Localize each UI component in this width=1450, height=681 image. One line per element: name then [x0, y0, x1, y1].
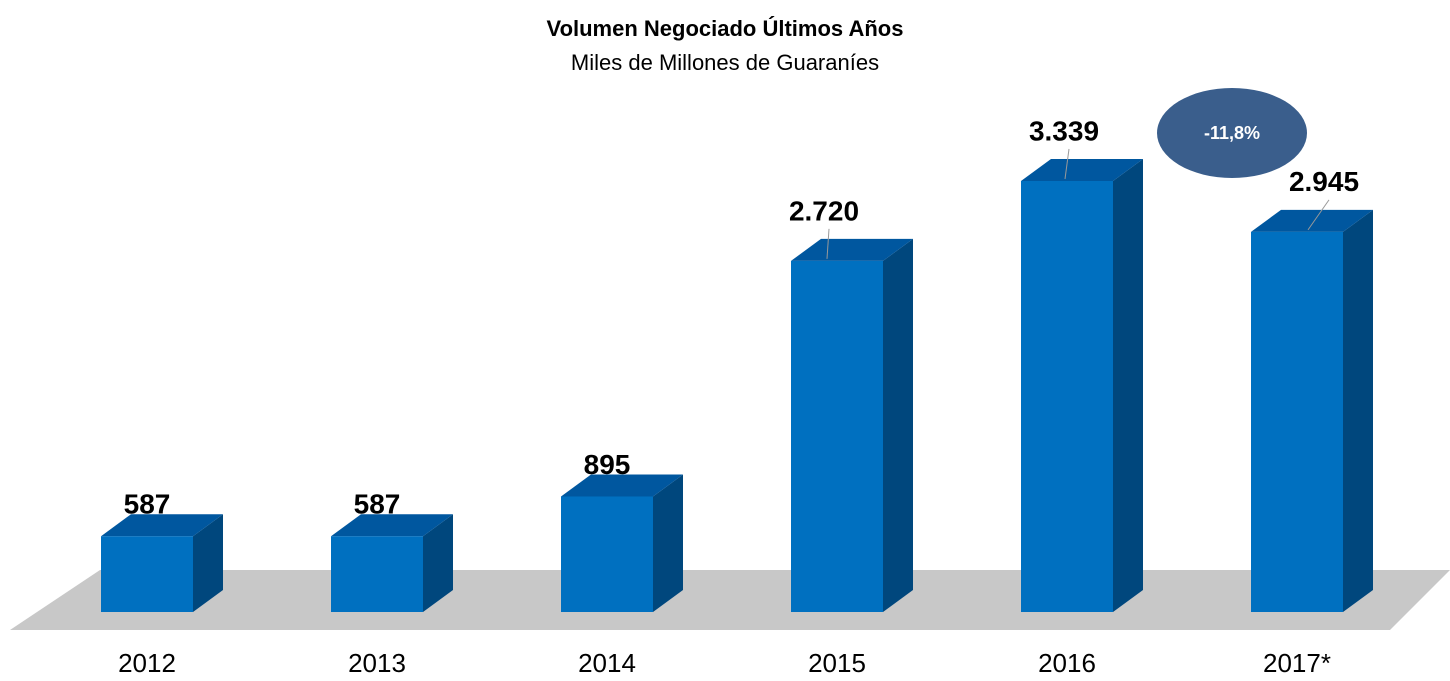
change-badge — [1157, 88, 1307, 178]
leader-line — [1307, 199, 1330, 231]
bar — [331, 536, 423, 612]
x-tick-label: 2015 — [808, 648, 866, 678]
leader-line — [1064, 148, 1070, 180]
data-label: 3.339 — [1029, 115, 1099, 146]
bar-top — [1251, 209, 1373, 232]
bar-side — [1343, 209, 1373, 613]
data-label: 587 — [124, 489, 171, 520]
x-tick-label: 2017* — [1263, 648, 1331, 678]
bar-side — [193, 514, 223, 612]
bar-top — [331, 514, 453, 537]
bar — [1251, 231, 1343, 613]
bar — [791, 260, 883, 612]
bar — [561, 496, 653, 612]
bar-side — [653, 474, 683, 612]
x-tick-label: 2016 — [1038, 648, 1096, 678]
floor — [10, 570, 1450, 630]
bar-top — [561, 474, 683, 497]
leader-line — [826, 228, 830, 259]
data-label: 895 — [584, 449, 631, 480]
bar-top — [101, 514, 223, 537]
bar-side — [883, 238, 913, 612]
data-label: 587 — [354, 489, 401, 520]
x-tick-label: 2013 — [348, 648, 406, 678]
bar-side — [1113, 159, 1143, 612]
bar — [101, 536, 193, 612]
bar-top — [1021, 159, 1143, 181]
chart-subtitle: Miles de Millones de Guaraníes — [571, 50, 879, 75]
data-label: 2.720 — [789, 195, 859, 226]
annotation: -11,8% — [1204, 123, 1260, 143]
chart-title: Volumen Negociado Últimos Años — [547, 16, 904, 41]
x-tick-label: 2012 — [118, 648, 176, 678]
data-label: 2.945 — [1289, 166, 1359, 197]
bar — [1021, 181, 1113, 612]
bar-side — [423, 514, 453, 612]
x-tick-label: 2014 — [578, 648, 636, 678]
bar-top — [791, 238, 913, 261]
